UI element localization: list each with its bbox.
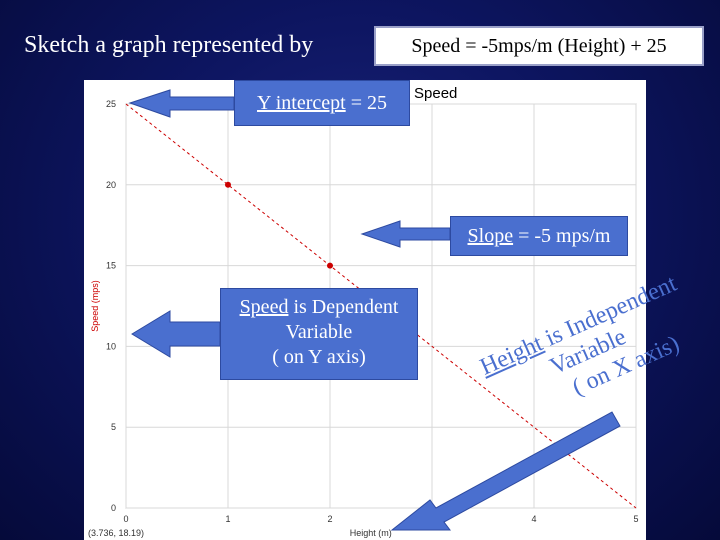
x-tick-label: 0: [123, 514, 128, 524]
dependent-rest: is Dependent: [288, 296, 399, 318]
x-tick-label: 1: [225, 514, 230, 524]
y-tick-label: 15: [106, 261, 116, 271]
data-point: [225, 181, 231, 188]
data-point: [327, 262, 333, 269]
equation-box: Speed = -5mps/m (Height) + 25: [374, 26, 704, 66]
slope-label: Slope: [467, 225, 514, 247]
dependent-callout: Speed is Dependent Variable ( on Y axis): [220, 288, 418, 380]
y-tick-label: 5: [111, 422, 116, 432]
y-intercept-callout: Y intercept = 25: [234, 80, 410, 126]
x-tick-label: 3: [429, 514, 434, 524]
y-intercept-label: Y intercept: [257, 92, 346, 114]
y-tick-label: 0: [111, 503, 116, 513]
y-intercept-value: = 25: [345, 92, 387, 114]
chart-title: Speed: [414, 85, 457, 102]
dependent-speed-word: Speed: [239, 296, 289, 318]
y-tick-label: 25: [106, 99, 116, 109]
y-tick-label: 10: [106, 341, 116, 351]
y-axis-label: Speed (mps): [90, 280, 100, 332]
x-tick-label: 2: [327, 514, 332, 524]
slope-value: = -5 mps/m: [513, 225, 611, 247]
cursor-readout: (3.736, 18.19): [88, 528, 144, 538]
x-tick-label: 5: [633, 514, 638, 524]
slide-title: Sketch a graph represented by: [24, 32, 314, 58]
x-axis-label: Height (m): [350, 528, 392, 538]
dependent-line3: ( on Y axis): [272, 346, 366, 368]
slope-callout: Slope = -5 mps/m: [450, 216, 628, 256]
dependent-line2: Variable: [285, 321, 353, 343]
x-tick-label: 4: [531, 514, 536, 524]
y-tick-label: 20: [106, 180, 116, 190]
